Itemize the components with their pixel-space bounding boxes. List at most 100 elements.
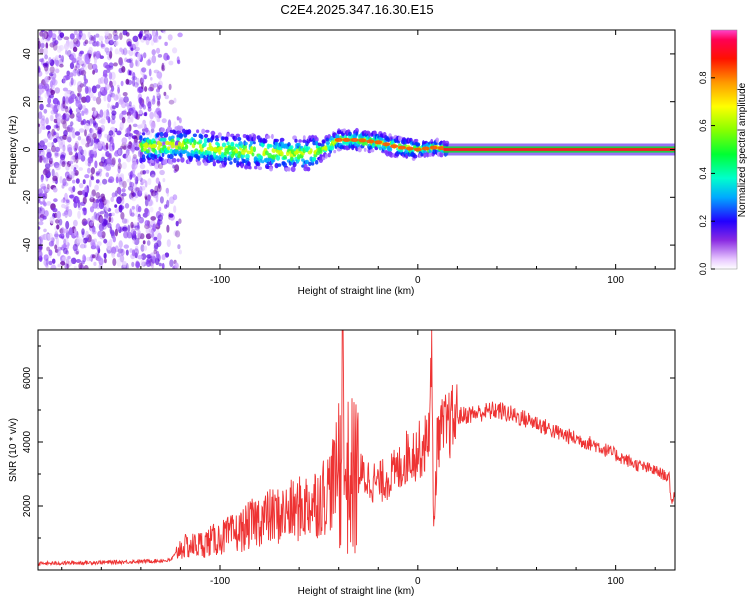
heatmap-noise-cell xyxy=(139,30,144,36)
heatmap-noise-cell xyxy=(116,196,122,204)
heatmap-noise-cell xyxy=(108,130,114,136)
heatmap-noise-cell xyxy=(84,186,88,193)
heatmap-noise-cell xyxy=(90,173,94,180)
heatmap-noise-cell xyxy=(166,224,170,233)
heatmap-noise-cell xyxy=(154,190,159,196)
heatmap-noise-cell xyxy=(151,55,157,64)
heatmap-noise-cell xyxy=(98,171,102,177)
heatmap-noise-cell xyxy=(85,95,91,103)
heatmap-noise-cell xyxy=(88,46,93,55)
heatmap-noise-cell xyxy=(116,258,122,267)
heatmap-signal-cell xyxy=(333,149,337,154)
heatmap-noise-cell xyxy=(94,160,98,169)
heatmap-signal-cell xyxy=(315,160,319,165)
heatmap-noise-cell xyxy=(111,246,117,255)
heatmap-noise-cell xyxy=(45,42,49,49)
heatmap-noise-cell xyxy=(91,228,95,233)
heatmap-noise-cell xyxy=(134,146,140,151)
heatmap-noise-cell xyxy=(105,115,110,121)
heatmap-noise-cell xyxy=(151,174,156,179)
heatmap-noise-cell xyxy=(134,136,138,144)
heatmap-noise-cell xyxy=(61,114,67,120)
heatmap-noise-cell xyxy=(139,163,146,170)
heatmap-signal-cell xyxy=(371,144,376,149)
heatmap-noise-cell xyxy=(129,248,133,253)
heatmap-noise-cell xyxy=(97,78,102,85)
heatmap-noise-cell xyxy=(38,88,43,95)
heatmap-noise-cell xyxy=(114,228,118,237)
heatmap-noise-cell xyxy=(141,67,147,73)
heatmap-noise-cell xyxy=(78,60,85,65)
heatmap-noise-cell xyxy=(51,41,58,46)
heatmap-noise-cell xyxy=(78,145,83,153)
heatmap-noise-cell xyxy=(95,113,100,118)
heatmap-noise-cell xyxy=(63,76,66,85)
heatmap-signal-cell xyxy=(161,127,165,133)
heatmap-hot-cell xyxy=(382,142,391,147)
heatmap-noise-cell xyxy=(58,44,64,51)
heatmap-noise-cell xyxy=(130,47,134,52)
heatmap-noise-cell xyxy=(149,229,155,238)
heatmap-noise-cell xyxy=(122,226,128,232)
heatmap-signal-cell xyxy=(287,167,291,172)
heatmap-noise-cell xyxy=(59,63,64,68)
heatmap-noise-cell xyxy=(52,37,57,43)
heatmap-noise-cell xyxy=(82,196,87,204)
heatmap-noise-cell xyxy=(129,208,132,217)
heatmap-noise-cell xyxy=(92,96,97,102)
heatmap-signal-cell xyxy=(412,154,418,159)
heatmap-signal-cell xyxy=(283,155,287,159)
colorbar-tick-label: 0.0 xyxy=(698,263,708,276)
heatmap-noise-cell xyxy=(43,31,49,40)
heatmap-signal-cell xyxy=(218,157,224,162)
heatmap-noise-cell xyxy=(66,176,72,182)
heatmap-noise-cell xyxy=(75,98,81,104)
heatmap-signal-cell xyxy=(251,152,255,157)
heatmap-noise-cell xyxy=(105,164,112,171)
heatmap-noise-cell xyxy=(62,139,65,148)
heatmap-noise-cell xyxy=(158,35,162,40)
heatmap-noise-cell xyxy=(38,111,43,120)
heatmap-noise-cell xyxy=(125,263,129,269)
heatmap-noise-cell xyxy=(132,123,138,128)
heatmap-noise-cell xyxy=(94,244,100,250)
heatmap-noise-cell xyxy=(41,115,45,121)
heatmap-noise-cell xyxy=(48,241,54,247)
heatmap-noise-cell xyxy=(91,85,97,94)
heatmap-noise-cell xyxy=(73,168,76,174)
heatmap-signal-cell xyxy=(435,137,440,143)
heatmap-noise-cell xyxy=(82,105,86,111)
heatmap-noise-cell xyxy=(91,107,96,112)
heatmap-noise-cell xyxy=(51,33,57,40)
heatmap-signal-cell xyxy=(246,150,252,155)
heatmap-noise-cell xyxy=(151,30,156,37)
heatmap-noise-cell xyxy=(43,202,47,207)
heatmap-noise-cell xyxy=(38,221,44,226)
heatmap-noise-cell xyxy=(39,201,43,205)
heatmap-signal-cell xyxy=(439,151,444,158)
heatmap-noise-cell xyxy=(139,186,143,194)
heatmap-noise-cell xyxy=(123,96,129,103)
heatmap-noise-cell xyxy=(136,131,142,136)
heatmap-noise-cell xyxy=(38,250,43,258)
heatmap-signal-cell xyxy=(161,152,165,157)
heatmap-signal-cell xyxy=(428,152,433,157)
heatmap-noise-cell xyxy=(129,174,133,180)
heatmap-noise-cell xyxy=(84,78,88,84)
heatmap-noise-cell xyxy=(98,168,103,173)
heatmap-signal-cell xyxy=(177,145,182,150)
heatmap-noise-cell xyxy=(122,30,128,36)
heatmap-signal-cell xyxy=(180,157,185,163)
heatmap-signal-cell xyxy=(248,166,252,170)
heatmap-noise-cell xyxy=(130,228,136,236)
heatmap-noise-cell xyxy=(56,236,59,245)
heatmap-noise-cell xyxy=(42,215,47,220)
y-tick-label: 2000 xyxy=(22,494,33,517)
heatmap-noise-cell xyxy=(60,118,67,125)
heatmap-noise-cell xyxy=(142,73,147,80)
heatmap-noise-cell xyxy=(118,51,122,55)
snr-ticks: -100 0 100 2000 4000 6000 xyxy=(22,330,675,587)
heatmap-noise-cell xyxy=(87,167,91,174)
heatmap-noise-cell xyxy=(61,55,64,63)
heatmap-noise-cell xyxy=(38,188,43,197)
